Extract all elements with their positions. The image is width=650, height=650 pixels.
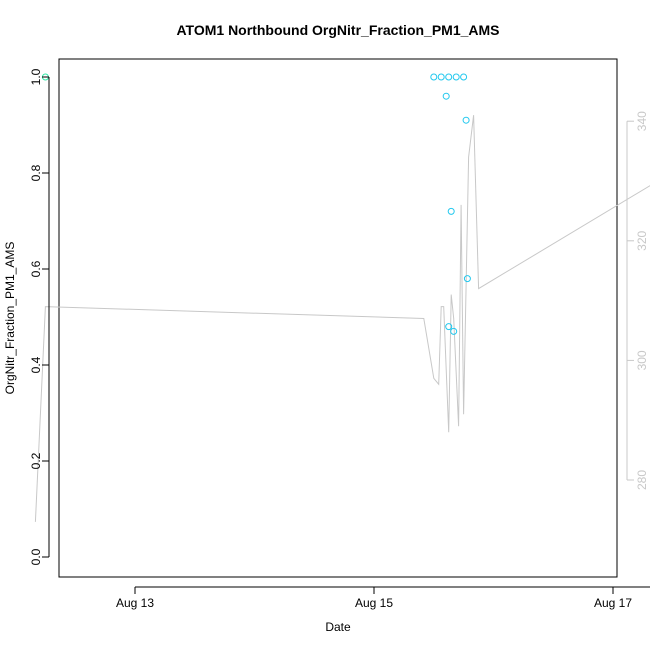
x-tick-label-1: Aug 15 bbox=[355, 596, 393, 610]
right-tick-label-2: 320 bbox=[635, 230, 649, 250]
right-tick-label-3: 340 bbox=[635, 111, 649, 131]
points-layer bbox=[41, 73, 471, 335]
data-point-1-3 bbox=[452, 73, 460, 81]
right-tick-label-0: 280 bbox=[635, 470, 649, 490]
y-tick-label-2: 0.4 bbox=[29, 356, 43, 373]
data-point-1-8 bbox=[450, 327, 458, 335]
data-point-1-7 bbox=[445, 323, 453, 331]
y-axis-label: OrgNitr_Fraction_PM1_AMS bbox=[3, 242, 17, 395]
data-point-1-2 bbox=[445, 73, 453, 81]
data-point-1-4 bbox=[460, 73, 468, 81]
x-tick-label-0: Aug 13 bbox=[116, 596, 154, 610]
plot-frame bbox=[58, 58, 618, 578]
y-tick-label-0: 0.0 bbox=[29, 548, 43, 565]
x-axis-label: Date bbox=[325, 620, 351, 634]
data-point-1-5 bbox=[442, 92, 450, 100]
data-point-1-9 bbox=[462, 116, 470, 124]
chart-title: ATOM1 Northbound OrgNitr_Fraction_PM1_AM… bbox=[176, 22, 499, 38]
y-tick-label-3: 0.6 bbox=[29, 260, 43, 277]
right-axis: 280 300 320 340 bbox=[626, 111, 649, 490]
data-point-1-6 bbox=[447, 207, 455, 215]
y-axis: 0.0 0.2 0.4 0.6 0.8 1.0 bbox=[29, 68, 50, 565]
y-tick-label-4: 0.8 bbox=[29, 164, 43, 181]
y-tick-label-1: 0.2 bbox=[29, 452, 43, 469]
data-point-1-0 bbox=[430, 73, 438, 81]
secondary-series-line bbox=[34, 115, 650, 522]
x-tick-label-2: Aug 17 bbox=[594, 596, 632, 610]
y-tick-label-5: 1.0 bbox=[29, 68, 43, 85]
right-tick-label-1: 300 bbox=[635, 350, 649, 370]
secondary-line-layer bbox=[34, 115, 650, 522]
data-point-1-10 bbox=[463, 275, 471, 283]
data-point-1-1 bbox=[437, 73, 445, 81]
